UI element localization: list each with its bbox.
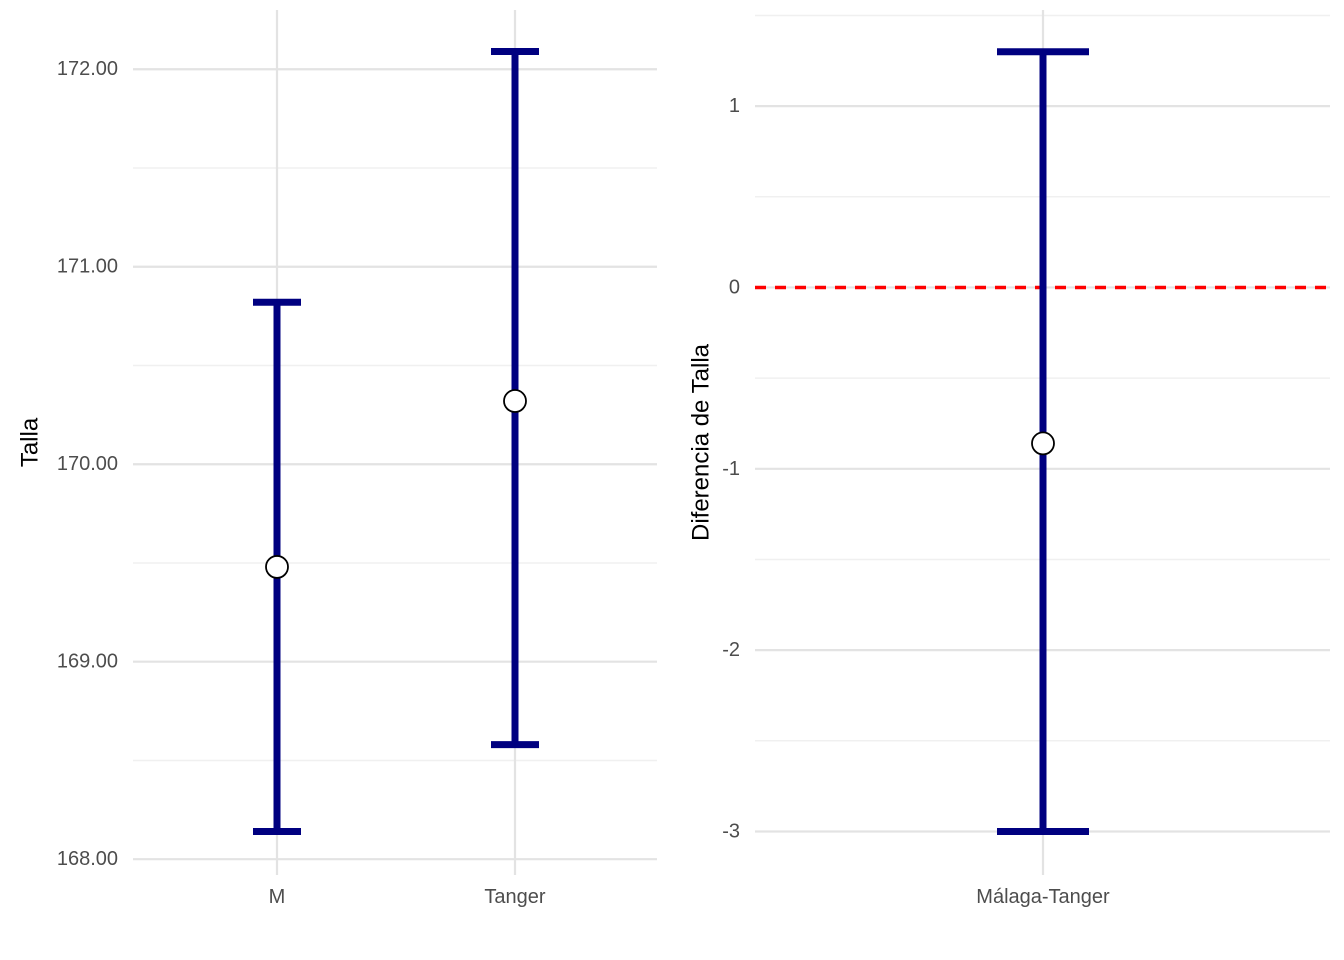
x-category-label: M bbox=[269, 886, 286, 908]
x-category-label: Málaga-Tanger bbox=[976, 886, 1110, 908]
y-tick-label: 168.00 bbox=[57, 848, 118, 870]
y-tick-label: 0 bbox=[729, 276, 740, 298]
y-tick-label: -1 bbox=[722, 458, 740, 480]
mean-point-Tanger bbox=[503, 389, 527, 413]
y-tick-label: 172.00 bbox=[57, 58, 118, 80]
y-tick-label: -2 bbox=[722, 639, 740, 661]
y-axis-title-left: Talla bbox=[17, 417, 44, 467]
y-tick-label: 171.00 bbox=[57, 256, 118, 278]
mean-point-M bbox=[265, 555, 289, 579]
y-axis-title-right: Diferencia de Talla bbox=[688, 343, 715, 541]
y-tick-label: 169.00 bbox=[57, 651, 118, 673]
y-tick-label: -3 bbox=[722, 820, 740, 842]
y-tick-label: 170.00 bbox=[57, 453, 118, 475]
y-tick-label: 1 bbox=[729, 95, 740, 117]
x-category-label: Tanger bbox=[484, 886, 545, 908]
mean-point-Málaga-Tanger bbox=[1031, 431, 1055, 456]
